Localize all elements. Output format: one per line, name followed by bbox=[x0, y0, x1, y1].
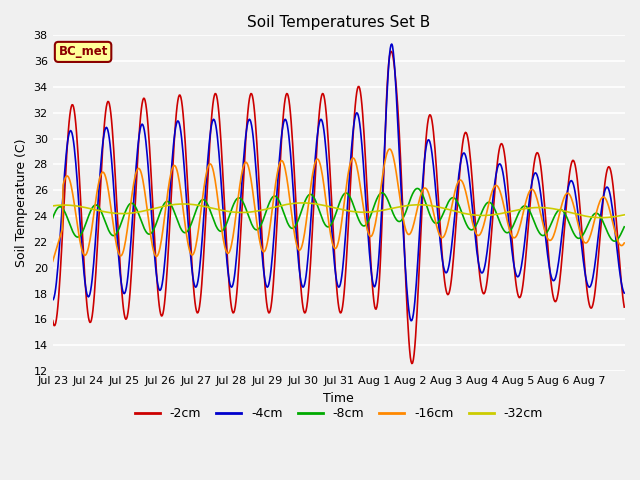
-8cm bbox=[413, 186, 421, 192]
-8cm bbox=[271, 193, 278, 199]
-4cm bbox=[407, 318, 415, 324]
-2cm bbox=[398, 192, 406, 198]
-4cm bbox=[49, 297, 56, 303]
Text: BC_met: BC_met bbox=[58, 46, 108, 59]
-8cm bbox=[49, 215, 56, 221]
-2cm bbox=[271, 260, 278, 266]
-4cm bbox=[431, 179, 439, 185]
-4cm bbox=[250, 134, 257, 140]
-32cm bbox=[250, 209, 257, 215]
-16cm bbox=[620, 240, 628, 246]
-8cm bbox=[116, 224, 124, 230]
Line: -8cm: -8cm bbox=[52, 189, 624, 241]
-16cm bbox=[271, 187, 278, 193]
-32cm bbox=[597, 215, 605, 220]
-16cm bbox=[49, 258, 56, 264]
-8cm bbox=[397, 217, 405, 223]
-32cm bbox=[620, 212, 628, 218]
-4cm bbox=[398, 209, 406, 215]
-4cm bbox=[388, 41, 396, 47]
-8cm bbox=[221, 225, 228, 230]
-4cm bbox=[271, 222, 278, 228]
-16cm bbox=[430, 213, 438, 219]
-2cm bbox=[620, 304, 628, 310]
-2cm bbox=[116, 257, 124, 263]
-8cm bbox=[430, 220, 438, 226]
Line: -2cm: -2cm bbox=[52, 51, 624, 363]
-32cm bbox=[271, 204, 278, 210]
-2cm bbox=[49, 318, 56, 324]
-4cm bbox=[620, 290, 628, 296]
-8cm bbox=[620, 224, 628, 230]
-4cm bbox=[116, 266, 124, 272]
-4cm bbox=[221, 232, 228, 238]
-16cm bbox=[116, 252, 124, 258]
-32cm bbox=[398, 204, 406, 209]
-16cm bbox=[221, 244, 228, 250]
Line: -4cm: -4cm bbox=[52, 44, 624, 321]
-2cm bbox=[408, 360, 416, 366]
-16cm bbox=[398, 210, 406, 216]
-2cm bbox=[431, 146, 439, 152]
-16cm bbox=[250, 192, 257, 197]
Legend: -2cm, -4cm, -8cm, -16cm, -32cm: -2cm, -4cm, -8cm, -16cm, -32cm bbox=[130, 402, 548, 425]
-2cm bbox=[221, 209, 228, 215]
Y-axis label: Soil Temperature (C): Soil Temperature (C) bbox=[15, 139, 28, 267]
-8cm bbox=[250, 224, 257, 230]
-16cm bbox=[386, 146, 394, 152]
-2cm bbox=[250, 97, 257, 103]
Line: -32cm: -32cm bbox=[52, 203, 624, 217]
-2cm bbox=[387, 48, 395, 54]
-8cm bbox=[611, 238, 618, 244]
Line: -16cm: -16cm bbox=[52, 149, 624, 261]
-32cm bbox=[49, 203, 56, 209]
-32cm bbox=[221, 208, 228, 214]
Title: Soil Temperatures Set B: Soil Temperatures Set B bbox=[247, 15, 431, 30]
X-axis label: Time: Time bbox=[323, 392, 354, 405]
-32cm bbox=[116, 211, 124, 216]
-32cm bbox=[430, 204, 438, 209]
-32cm bbox=[300, 200, 307, 206]
